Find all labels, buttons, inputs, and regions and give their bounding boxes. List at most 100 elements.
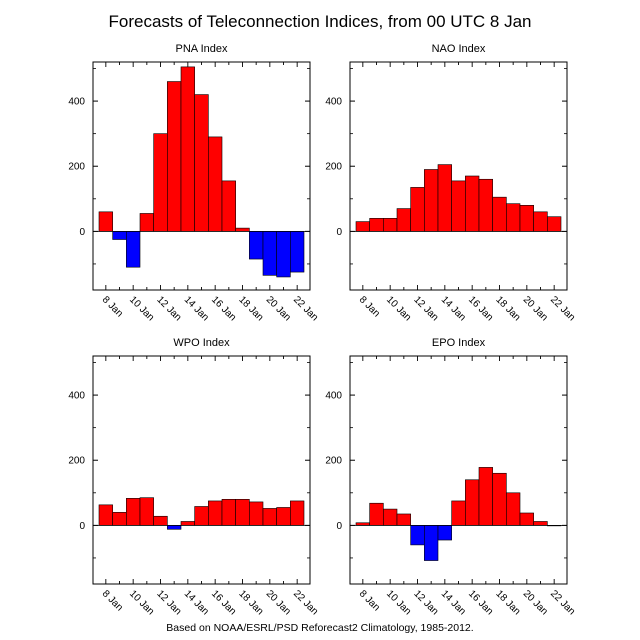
bar-14-jan <box>180 66 195 232</box>
bar-15-jan <box>194 506 209 526</box>
x-tick-label: 18 Jan <box>236 588 265 617</box>
x-tick-label: 20 Jan <box>521 588 550 617</box>
x-tick-label: 12 Jan <box>154 588 183 617</box>
x-tick-label: 18 Jan <box>493 294 522 323</box>
plot-frame <box>349 61 568 291</box>
bar-22-jan <box>290 500 305 526</box>
bar-13-jan <box>424 525 439 561</box>
bar-16-jan <box>208 500 223 526</box>
panel-title: WPO Index <box>173 337 230 349</box>
bar-8-jan <box>355 221 370 232</box>
x-tick-label: 16 Jan <box>466 294 495 323</box>
bar-13-jan <box>167 525 182 530</box>
bar-12-jan <box>153 133 168 232</box>
panel-title: PNA Index <box>176 43 228 55</box>
bar-18-jan <box>492 196 507 232</box>
bar-9-jan <box>369 502 384 526</box>
x-tick-label: 10 Jan <box>384 588 413 617</box>
bar-20-jan <box>519 205 534 232</box>
bar-17-jan <box>221 180 236 232</box>
bar-8-jan <box>98 211 113 232</box>
bar-21-jan <box>533 521 548 526</box>
bar-16-jan <box>465 175 480 232</box>
bar-19-jan <box>249 501 264 526</box>
plot-frame <box>92 355 311 585</box>
bar-13-jan <box>167 81 182 232</box>
x-tick-label: 10 Jan <box>384 294 413 323</box>
bar-18-jan <box>235 499 250 526</box>
bar-20-jan <box>519 512 534 526</box>
bar-15-jan <box>194 94 209 232</box>
bar-18-jan <box>492 472 507 526</box>
bar-9-jan <box>112 231 127 240</box>
x-tick-label: 20 Jan <box>264 294 293 323</box>
y-tick-label: 0 <box>336 227 342 238</box>
x-tick-label: 16 Jan <box>209 588 238 617</box>
x-tick-label: 14 Jan <box>182 294 211 323</box>
bar-19-jan <box>506 203 521 232</box>
bar-14-jan <box>437 164 452 232</box>
bar-21-jan <box>533 211 548 232</box>
bar-14-jan <box>437 525 452 541</box>
x-tick-label: 16 Jan <box>466 588 495 617</box>
bar-15-jan <box>451 500 466 526</box>
panel-title: NAO Index <box>432 43 486 55</box>
x-tick-label: 16 Jan <box>209 294 238 323</box>
y-tick-label: 200 <box>325 456 342 467</box>
x-tick-label: 14 Jan <box>439 588 468 617</box>
bar-13-jan <box>424 169 439 232</box>
bar-14-jan <box>180 521 195 526</box>
bar-16-jan <box>208 136 223 232</box>
x-tick-label: 10 Jan <box>127 588 156 617</box>
bar-17-jan <box>478 467 493 526</box>
plot-frame <box>349 355 568 585</box>
y-tick-label: 400 <box>325 97 342 108</box>
bar-10-jan <box>383 508 398 526</box>
bar-21-jan <box>276 231 291 278</box>
x-tick-label: 20 Jan <box>264 588 293 617</box>
bar-18-jan <box>235 227 250 232</box>
bar-16-jan <box>465 479 480 526</box>
bar-11-jan <box>139 213 154 232</box>
y-tick-label: 0 <box>79 227 85 238</box>
x-tick-label: 8 Jan <box>100 588 125 613</box>
bar-15-jan <box>451 180 466 232</box>
bar-11-jan <box>139 497 154 526</box>
bar-17-jan <box>478 178 493 232</box>
figure-title: Forecasts of Teleconnection Indices, fro… <box>109 12 532 31</box>
y-tick-label: 200 <box>325 162 342 173</box>
y-tick-label: 200 <box>68 456 85 467</box>
bar-22-jan <box>547 216 562 232</box>
y-tick-label: 400 <box>68 391 85 402</box>
bar-20-jan <box>262 508 277 526</box>
bar-12-jan <box>410 187 425 232</box>
x-tick-label: 8 Jan <box>357 294 382 319</box>
y-tick-label: 0 <box>336 521 342 532</box>
bar-21-jan <box>276 507 291 526</box>
panel-title: EPO Index <box>432 337 486 349</box>
x-tick-label: 14 Jan <box>182 588 211 617</box>
x-tick-label: 22 Jan <box>291 294 320 323</box>
bar-22-jan <box>290 231 305 273</box>
y-tick-label: 0 <box>79 521 85 532</box>
bar-12-jan <box>410 525 425 546</box>
bar-9-jan <box>369 218 384 232</box>
bar-11-jan <box>396 208 411 232</box>
bar-10-jan <box>126 498 141 526</box>
bar-10-jan <box>383 218 398 232</box>
x-tick-label: 18 Jan <box>236 294 265 323</box>
y-tick-label: 400 <box>68 97 85 108</box>
bar-19-jan <box>249 231 264 260</box>
bar-11-jan <box>396 513 411 526</box>
x-tick-label: 8 Jan <box>100 294 125 319</box>
x-tick-label: 22 Jan <box>291 588 320 617</box>
x-tick-label: 12 Jan <box>411 588 440 617</box>
bar-19-jan <box>506 492 521 526</box>
bar-17-jan <box>221 499 236 526</box>
bar-8-jan <box>98 504 113 526</box>
